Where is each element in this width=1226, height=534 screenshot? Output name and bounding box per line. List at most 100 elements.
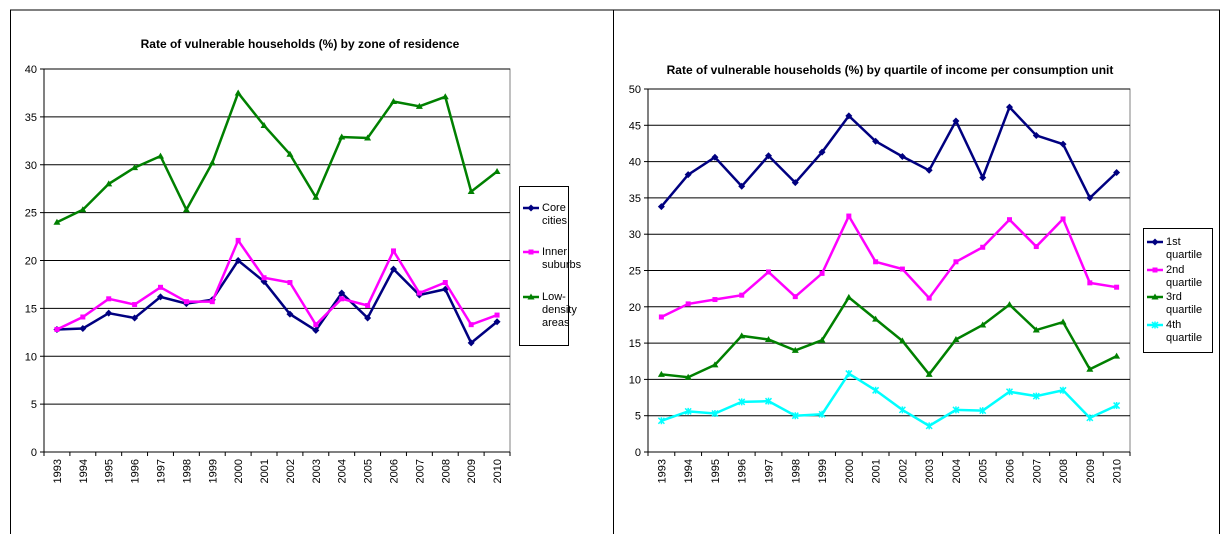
- y-tick-label: 20: [629, 302, 641, 314]
- y-tick-label: 50: [629, 84, 641, 96]
- marker: [390, 98, 397, 105]
- x-tick-label: 2003: [311, 459, 323, 483]
- legend-swatch: [1147, 238, 1163, 246]
- marker: [738, 398, 746, 406]
- marker: [1086, 365, 1094, 372]
- marker: [980, 244, 986, 250]
- marker: [80, 314, 86, 320]
- marker: [925, 370, 933, 377]
- marker: [339, 296, 345, 302]
- y-tick-label: 5: [31, 399, 37, 411]
- marker: [79, 324, 87, 332]
- x-tick-label: 2002: [897, 459, 909, 483]
- marker: [260, 121, 268, 128]
- x-tick-label: 2000: [844, 459, 856, 483]
- series-line: [661, 295, 1118, 379]
- series-line: [660, 104, 1118, 208]
- x-tick-label: 1994: [683, 459, 695, 483]
- y-tick-label: 35: [25, 112, 37, 124]
- x-tick-label: 1995: [710, 459, 722, 483]
- x-tick-label: 2009: [1085, 459, 1097, 483]
- x-tick-label: 2005: [363, 459, 375, 483]
- marker: [234, 89, 242, 96]
- marker: [1114, 284, 1120, 290]
- y-tick-label: 40: [629, 157, 641, 169]
- y-tick-label: 45: [629, 120, 641, 132]
- x-tick-label: 1997: [156, 459, 168, 483]
- y-tick-label: 20: [25, 256, 37, 268]
- marker: [766, 269, 771, 275]
- marker: [712, 297, 718, 303]
- x-tick-label: 2003: [924, 459, 936, 483]
- marker: [872, 137, 880, 145]
- marker: [494, 312, 500, 318]
- marker: [979, 174, 987, 182]
- marker: [1059, 318, 1067, 325]
- marker: [1032, 392, 1040, 400]
- marker: [157, 152, 164, 159]
- marker: [952, 406, 960, 414]
- marker: [493, 167, 501, 174]
- marker: [287, 280, 293, 286]
- marker: [739, 292, 745, 298]
- legend-label: 2nd quartile: [1166, 263, 1203, 289]
- x-tick-label: 2010: [1112, 459, 1124, 483]
- y-tick-label: 15: [629, 338, 641, 350]
- marker: [846, 213, 852, 219]
- x-tick-label: 1993: [52, 459, 64, 483]
- y-tick-label: 40: [25, 64, 37, 76]
- y-tick-label: 15: [25, 303, 37, 315]
- x-tick-label: 1997: [764, 459, 776, 483]
- marker: [442, 280, 448, 286]
- legend-entry: 2nd quartile: [1146, 264, 1210, 290]
- legend-label: Low-density areas: [542, 290, 577, 329]
- marker: [1032, 326, 1040, 333]
- legend-entry: Low-density areas: [522, 291, 577, 330]
- chart-title: Rate of vulnerable households (%) by qua…: [666, 63, 1114, 77]
- marker: [952, 335, 960, 342]
- legend-swatch: [523, 293, 539, 300]
- marker: [441, 93, 449, 100]
- legend: Core cities Inner suburbs Low-density area…: [519, 186, 581, 346]
- marker: [1007, 217, 1012, 223]
- marker: [106, 296, 112, 302]
- x-tick-label: 1996: [737, 459, 749, 483]
- x-tick-label: 2008: [440, 459, 452, 483]
- marker: [711, 409, 719, 418]
- marker: [1033, 244, 1039, 250]
- marker: [53, 218, 61, 225]
- marker: [764, 397, 773, 405]
- marker: [791, 179, 799, 187]
- marker: [390, 265, 397, 273]
- marker: [415, 102, 423, 109]
- marker: [467, 339, 475, 347]
- marker: [209, 299, 215, 305]
- marker: [684, 407, 692, 415]
- y-tick-label: 35: [629, 193, 641, 205]
- x-tick-label: 1999: [817, 459, 829, 483]
- marker: [312, 193, 320, 200]
- x-tick-label: 1994: [78, 459, 90, 483]
- x-tick-label: 2006: [389, 459, 401, 483]
- marker: [898, 337, 906, 344]
- series-line: [56, 237, 498, 331]
- x-tick-label: 1996: [130, 459, 142, 483]
- marker: [1087, 280, 1093, 286]
- marker: [738, 182, 746, 190]
- marker: [791, 412, 799, 420]
- marker: [1059, 140, 1067, 148]
- y-tick-label: 0: [31, 447, 37, 459]
- marker: [1060, 216, 1066, 222]
- x-tick-label: 1999: [207, 459, 219, 483]
- legend-swatch: [523, 204, 539, 212]
- x-tick-label: 1993: [656, 459, 668, 483]
- marker: [527, 293, 535, 300]
- marker: [898, 153, 906, 161]
- marker: [685, 301, 691, 307]
- marker: [711, 361, 719, 368]
- marker: [493, 318, 501, 326]
- marker: [684, 373, 692, 380]
- legend-entry: Core cities: [522, 202, 567, 228]
- legend-entry: 4th quartile: [1146, 319, 1210, 345]
